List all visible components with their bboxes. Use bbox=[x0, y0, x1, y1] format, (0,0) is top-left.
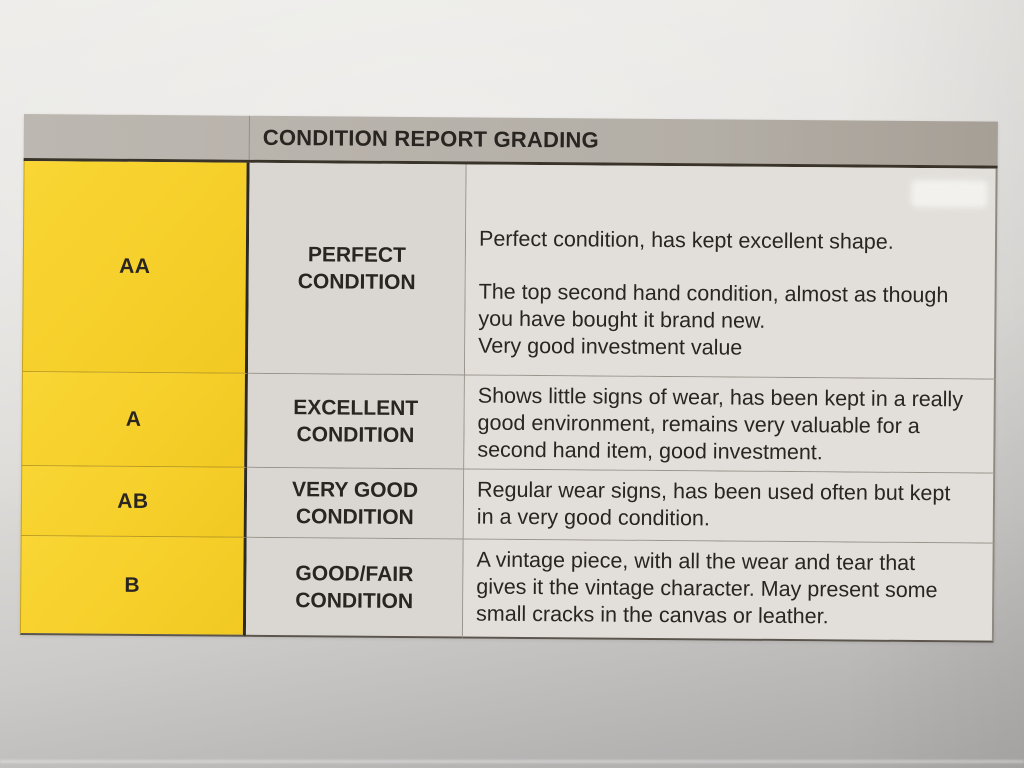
grade-text: A bbox=[125, 407, 142, 431]
page-title: CONDITION REPORT GRADING bbox=[262, 124, 599, 153]
condition-label-cell: GOOD/FAIR CONDITION bbox=[245, 537, 464, 639]
grade-cell: AB bbox=[20, 465, 248, 538]
description-paragraph: Regular wear signs, has been used often … bbox=[476, 477, 951, 531]
description-cell: A vintage piece, with all the wear and t… bbox=[462, 539, 995, 643]
grade-cell: AA bbox=[21, 160, 250, 374]
table-row: A EXCELLENT CONDITION Shows little signs… bbox=[21, 371, 996, 474]
table-row: AB VERY GOOD CONDITION Regular wear sign… bbox=[20, 465, 996, 544]
condition-label-cell: EXCELLENT CONDITION bbox=[247, 373, 465, 470]
table-header-row: CONDITION REPORT GRADING bbox=[23, 114, 998, 169]
description-cell: Perfect condition, has kept excellent sh… bbox=[464, 164, 998, 380]
description-paragraph: The top second hand condition, almost as… bbox=[478, 279, 949, 333]
grade-cell: B bbox=[19, 535, 247, 637]
condition-grading-table: CONDITION REPORT GRADING AA PERFECT COND… bbox=[19, 114, 998, 643]
table-row: B GOOD/FAIR CONDITION A vintage piece, w… bbox=[19, 535, 995, 643]
header-empty-cell bbox=[23, 114, 250, 160]
condition-label: GOOD/FAIR CONDITION bbox=[295, 561, 414, 613]
description-paragraph: Shows little signs of wear, has been kep… bbox=[477, 383, 964, 465]
reflection-highlight bbox=[911, 179, 988, 208]
paper-edge-highlight bbox=[0, 760, 1024, 763]
condition-label-cell: PERFECT CONDITION bbox=[247, 162, 467, 376]
description-paragraph: Perfect condition, has kept excellent sh… bbox=[478, 226, 894, 254]
grade-text: B bbox=[124, 573, 141, 597]
description-cell: Shows little signs of wear, has been kep… bbox=[464, 375, 996, 474]
description-paragraph: A vintage piece, with all the wear and t… bbox=[475, 547, 938, 629]
description-cell: Regular wear signs, has been used often … bbox=[463, 469, 996, 544]
grade-text: AA bbox=[119, 254, 151, 278]
grade-text: AB bbox=[117, 489, 149, 513]
condition-label-cell: VERY GOOD CONDITION bbox=[246, 467, 465, 540]
condition-label: EXCELLENT CONDITION bbox=[293, 395, 419, 447]
header-title-cell: CONDITION REPORT GRADING bbox=[250, 116, 998, 166]
table-row: AA PERFECT CONDITION Perfect condition, … bbox=[21, 160, 998, 380]
condition-label: PERFECT CONDITION bbox=[297, 243, 416, 295]
condition-label: VERY GOOD CONDITION bbox=[291, 477, 419, 529]
grade-cell: A bbox=[21, 371, 248, 468]
description-paragraph: Very good investment value bbox=[478, 333, 743, 360]
